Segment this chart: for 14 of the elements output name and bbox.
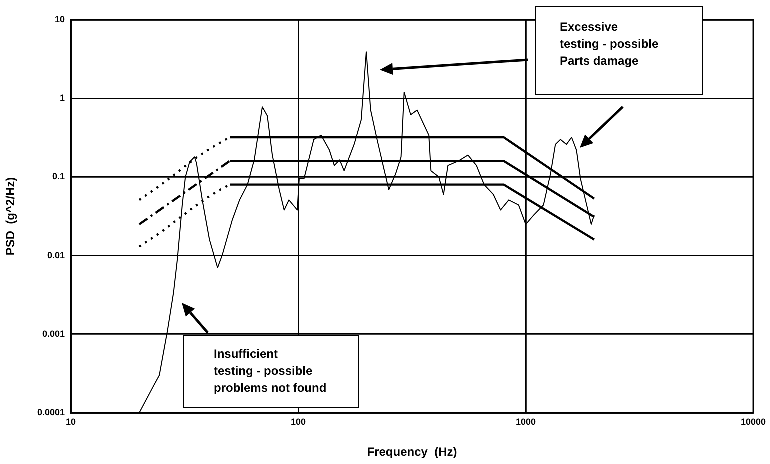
callout-box: Insufficient testing - possible problems not found <box>183 335 359 408</box>
y-tick-label: 10 <box>54 14 65 24</box>
callout-box: Excessive testing - possible Parts damage <box>535 6 703 95</box>
y-axis-title: PSD (g^2/Hz) <box>4 177 18 256</box>
x-tick-label: 10 <box>66 416 76 427</box>
x-tick-label: 100 <box>290 416 306 427</box>
y-tick-label: 0.01 <box>47 250 65 260</box>
y-tick-label: 0.0001 <box>37 407 65 418</box>
y-tick-label: 1 <box>60 93 65 104</box>
y-tick-label: 0.1 <box>52 172 65 182</box>
x-tick-label: 1000 <box>516 416 536 427</box>
y-tick-label: 0.001 <box>42 328 65 339</box>
x-axis-title: Frequency (Hz) <box>367 445 458 460</box>
x-tick-label: 10000 <box>740 416 766 427</box>
